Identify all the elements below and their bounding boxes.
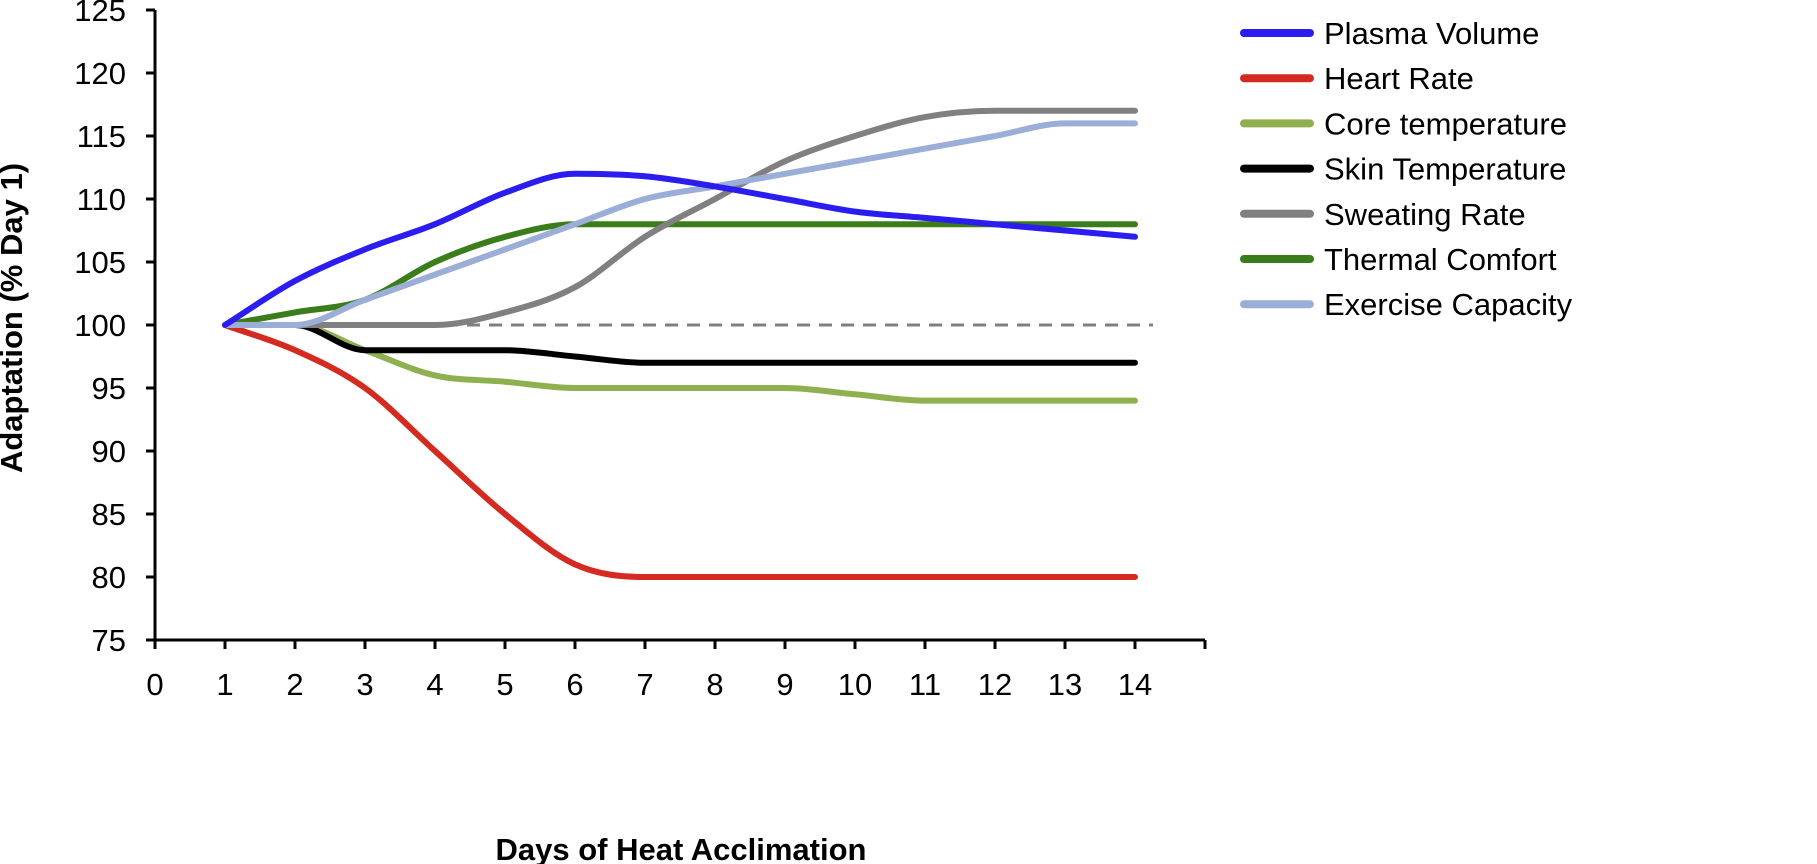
y-tick-label: 105 xyxy=(74,245,126,280)
legend-label-skin-temperature: Skin Temperature xyxy=(1324,152,1566,187)
y-tick-label: 125 xyxy=(74,0,126,28)
x-tick-label: 2 xyxy=(286,667,303,702)
x-tick-label: 12 xyxy=(978,667,1012,702)
x-tick-label: 10 xyxy=(838,667,872,702)
y-tick-label: 115 xyxy=(77,119,126,154)
legend-label-thermal-comfort: Thermal Comfort xyxy=(1324,242,1557,277)
y-tick-label: 110 xyxy=(77,182,126,217)
legend-label-core-temperature: Core temperature xyxy=(1324,106,1567,141)
y-tick-label: 95 xyxy=(92,371,126,406)
x-tick-label: 8 xyxy=(706,667,723,702)
legend-label-heart-rate: Heart Rate xyxy=(1324,61,1474,96)
series-line-skin-temperature xyxy=(222,321,1138,366)
y-tick-label: 80 xyxy=(92,560,126,595)
y-tick-label: 90 xyxy=(92,434,126,469)
series-line-sweating-rate xyxy=(222,107,1138,328)
x-tick-label: 13 xyxy=(1048,667,1082,702)
x-tick-label: 1 xyxy=(216,667,233,702)
series-line-thermal-comfort xyxy=(222,221,1138,328)
legend-label-plasma-volume: Plasma Volume xyxy=(1324,16,1539,51)
x-tick-label: 9 xyxy=(776,667,793,702)
y-tick-label: 75 xyxy=(92,623,126,658)
series-line-plasma-volume xyxy=(222,170,1138,328)
x-axis-title: Days of Heat Acclimation xyxy=(496,832,867,864)
x-tick-label: 6 xyxy=(566,667,583,702)
x-tick-label: 11 xyxy=(909,667,941,702)
legend-label-sweating-rate: Sweating Rate xyxy=(1324,197,1526,232)
x-tick-label: 5 xyxy=(496,667,513,702)
legend: Plasma Volume Heart Rate Core temperature S… xyxy=(1240,16,1573,322)
y-axis-title: Adaptation (% Day 1) xyxy=(0,163,29,473)
x-tick-label: 7 xyxy=(636,667,653,702)
y-tick-label: 120 xyxy=(74,56,126,91)
x-tick-label: 0 xyxy=(146,667,163,702)
series-line-heart-rate xyxy=(222,322,1138,581)
x-tick-label: 3 xyxy=(356,667,373,702)
series-line-exercise-capacity xyxy=(222,120,1138,328)
y-tick-label: 100 xyxy=(74,308,126,343)
x-tick-label: 14 xyxy=(1118,667,1152,702)
legend-label-exercise-capacity: Exercise Capacity xyxy=(1324,287,1573,322)
y-tick-label: 85 xyxy=(92,497,126,532)
series-lines xyxy=(222,107,1138,581)
x-tick-label: 4 xyxy=(426,667,443,702)
